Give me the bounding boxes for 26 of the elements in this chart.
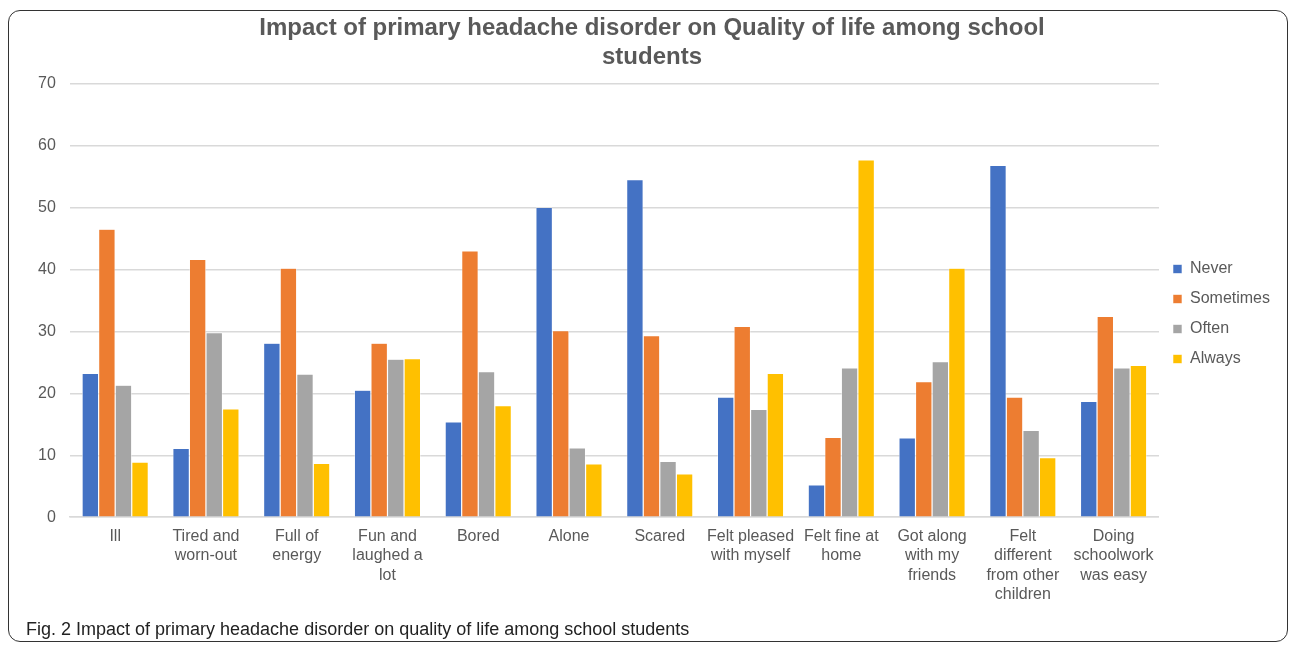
x-tick-label: Felt fine at home xyxy=(803,527,880,564)
y-tick-label: 30 xyxy=(38,321,56,339)
x-tick-label: Doing schoolwork was easy xyxy=(1073,527,1155,583)
x-tick-label: Scared xyxy=(634,527,686,545)
y-tick-label: 60 xyxy=(38,135,56,153)
x-tick-label: Full of energy xyxy=(272,527,322,564)
y-tick-label: 20 xyxy=(38,383,56,401)
caption: Fig. 2 Impact of primary headache disorder on quality of life among school students xyxy=(26,619,690,640)
y-tick-label: 50 xyxy=(38,197,56,215)
x-tick-label: Tired and worn-out xyxy=(172,527,240,564)
legend-label: Never xyxy=(1189,259,1234,277)
chart-title: Impact of primary headache disorder on Quality of life among school students xyxy=(259,13,1045,69)
y-tick-label: 10 xyxy=(38,445,56,463)
x-tick-label: Fun and laughed a lot xyxy=(352,527,423,583)
x-tick-label: Got along with my friends xyxy=(897,527,967,583)
y-tick-label: 40 xyxy=(38,259,56,277)
x-tick-label: Ill xyxy=(109,527,121,545)
legend-label: Sometimes xyxy=(1189,289,1271,307)
legend-label: Often xyxy=(1189,319,1230,337)
x-tick-label: Bored xyxy=(456,527,500,545)
x-tick-label: Felt pleased with myself xyxy=(706,527,795,564)
y-tick-label: 0 xyxy=(46,507,56,525)
legend-label: Always xyxy=(1189,349,1241,367)
y-tick-label: 70 xyxy=(38,74,56,92)
x-tick-label: Alone xyxy=(548,527,590,545)
x-tick-label: Felt different from other children xyxy=(986,527,1060,602)
